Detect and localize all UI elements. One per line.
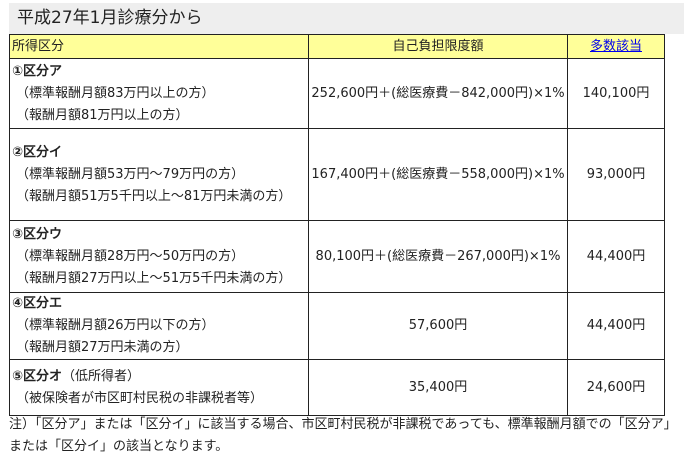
multiple-cell: 93,000円: [567, 128, 665, 221]
category-detail: （報酬月額51万5千円以上～81万円未満の方）: [16, 188, 292, 204]
category-detail: （標準報酬月額83万円以上の方）: [16, 85, 215, 101]
category-title-extra: （低所得者）: [62, 368, 141, 384]
category-title: ③区分ウ: [12, 226, 63, 242]
table-row: ①区分ア （標準報酬月額83万円以上の方） （報酬月額81万円以上の方） 252,6…: [9, 58, 665, 129]
category-title: ④区分エ: [12, 296, 63, 311]
limit-cell: 167,400円＋(総医療費－558,000円)×1%: [308, 128, 568, 221]
limit-cell: 80,100円＋(総医療費－267,000円)×1%: [308, 220, 568, 293]
category-title: ①区分ア: [12, 63, 63, 79]
category-detail: （被保険者が市区町村民税の非課税者等）: [16, 390, 264, 406]
header-multiple: 多数該当: [567, 34, 665, 59]
category-title: ②区分イ: [12, 144, 63, 160]
income-category-cell: ③区分ウ （標準報酬月額28万円～50万円の方） （報酬月額27万円以上～51万5千…: [9, 220, 309, 293]
category-detail: （標準報酬月額28万円～50万円の方）: [16, 248, 245, 264]
multiple-cell: 140,100円: [567, 58, 665, 129]
multiple-link[interactable]: 多数該当: [589, 38, 642, 54]
limit-cell: 57,600円: [308, 292, 568, 360]
table-header-row: 所得区分 自己負担限度額 多数該当: [9, 34, 665, 59]
category-detail: （標準報酬月額26万円以下の方）: [16, 318, 215, 333]
header-income-category: 所得区分: [9, 34, 309, 59]
income-category-cell: ②区分イ （標準報酬月額53万円～79万円の方） （報酬月額51万5千円以上～81万…: [9, 128, 309, 221]
income-category-cell: ④区分エ （標準報酬月額26万円以下の方） （報酬月額27万円未満の方）: [9, 292, 309, 360]
category-detail: （報酬月額27万円未満の方）: [16, 340, 189, 355]
table-row: ⑤区分オ（低所得者） （被保険者が市区町村民税の非課税者等） 35,400円 24…: [9, 359, 665, 416]
category-title: ⑤区分オ: [12, 368, 63, 384]
copay-limit-table: 所得区分 自己負担限度額 多数該当 ①区分ア （標準報酬月額83万円以上の方） （報…: [9, 34, 665, 416]
section-heading: 平成27年1月診療分から: [9, 3, 684, 34]
multiple-cell: 44,400円: [567, 292, 665, 360]
multiple-cell: 24,600円: [567, 359, 665, 416]
limit-cell: 252,600円＋(総医療費－842,000円)×1%: [308, 58, 568, 129]
category-detail: （報酬月額27万円以上～51万5千円未満の方）: [16, 270, 292, 286]
table-row: ③区分ウ （標準報酬月額28万円～50万円の方） （報酬月額27万円以上～51万5千…: [9, 220, 665, 293]
table-row: ②区分イ （標準報酬月額53万円～79万円の方） （報酬月額51万5千円以上～81万…: [9, 128, 665, 221]
category-detail: （標準報酬月額53万円～79万円の方）: [16, 166, 245, 182]
multiple-cell: 44,400円: [567, 220, 665, 293]
income-category-cell: ①区分ア （標準報酬月額83万円以上の方） （報酬月額81万円以上の方）: [9, 58, 309, 129]
header-limit: 自己負担限度額: [308, 34, 568, 59]
category-detail: （報酬月額81万円以上の方）: [16, 107, 189, 123]
footnote: 注）「区分ア」または「区分イ」に該当する場合、市区町村民税が非課税であっても、標…: [9, 417, 677, 454]
income-category-cell: ⑤区分オ（低所得者） （被保険者が市区町村民税の非課税者等）: [9, 359, 309, 416]
table-row: ④区分エ （標準報酬月額26万円以下の方） （報酬月額27万円未満の方） 57,60…: [9, 292, 665, 360]
limit-cell: 35,400円: [308, 359, 568, 416]
